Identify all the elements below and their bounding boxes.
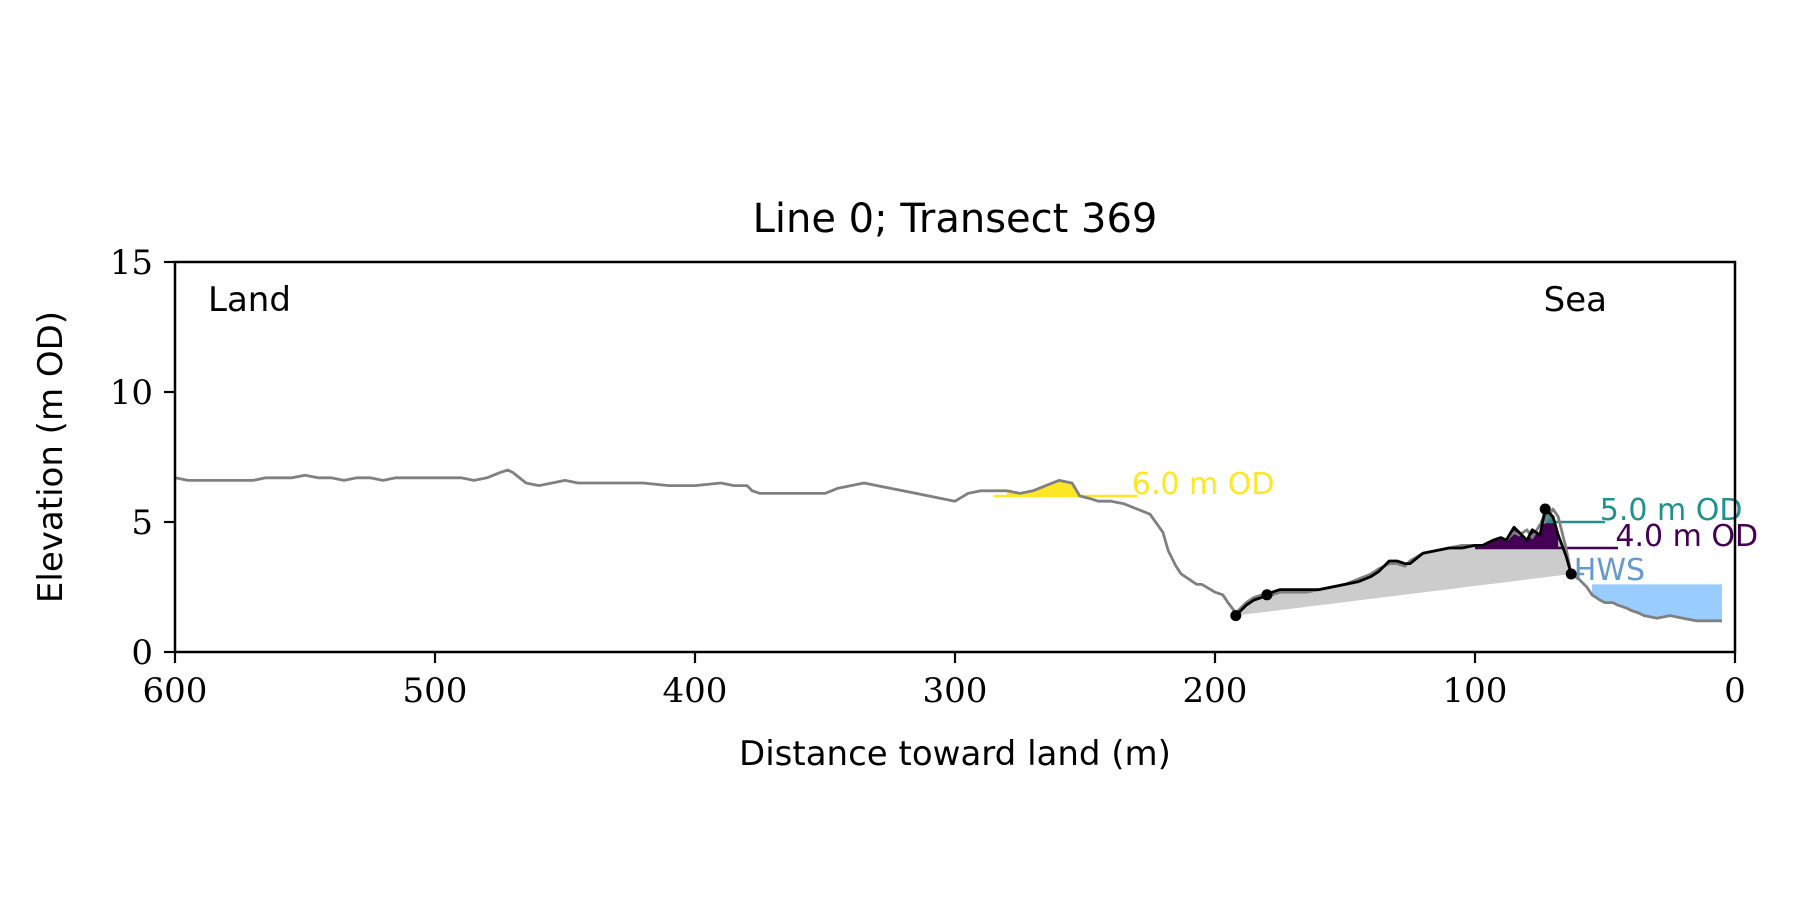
chart-title: Line 0; Transect 369 bbox=[753, 196, 1158, 242]
x-tick-label-3: 300 bbox=[923, 671, 988, 711]
level-label-0: 6.0 m OD bbox=[1132, 467, 1275, 502]
y-axis-label: Elevation (m OD) bbox=[31, 311, 71, 603]
x-tick-label-2: 400 bbox=[663, 671, 728, 711]
section-line bbox=[1234, 507, 1573, 617]
land-label: Land bbox=[208, 280, 291, 320]
level-4-fill bbox=[1475, 509, 1559, 548]
level-label-2: 4.0 m OD bbox=[1615, 519, 1758, 554]
x-tick-label-4: 200 bbox=[1183, 671, 1248, 711]
y-tick-label-1: 5 bbox=[131, 503, 153, 543]
level-6-fill bbox=[1007, 480, 1080, 496]
x-tick-label-5: 100 bbox=[1443, 671, 1508, 711]
sea-label: Sea bbox=[1544, 280, 1607, 320]
axes-frame bbox=[173, 260, 1737, 654]
y-tick-label-0: 0 bbox=[131, 633, 153, 673]
sea-fill bbox=[1592, 584, 1722, 621]
section-point-2 bbox=[1539, 503, 1551, 515]
y-tick-label-2: 10 bbox=[110, 373, 153, 413]
level-label-3: HWS bbox=[1574, 553, 1645, 588]
x-tick-label-1: 500 bbox=[403, 671, 468, 711]
section-point-0 bbox=[1230, 610, 1242, 622]
y-tick-label-3: 15 bbox=[110, 243, 153, 283]
axis-ticks: 600 500 400 300 200 100 0 0 5 10 15 bbox=[110, 243, 1746, 711]
section-point-1 bbox=[1261, 589, 1273, 601]
x-tick-label-0: 600 bbox=[143, 671, 208, 711]
x-tick-label-6: 0 bbox=[1724, 671, 1746, 711]
grey-area-fill bbox=[1235, 509, 1572, 616]
section-point-3 bbox=[1565, 568, 1577, 580]
level-label-1: 5.0 m OD bbox=[1600, 493, 1743, 528]
x-axis-label: Distance toward land (m) bbox=[739, 734, 1171, 774]
